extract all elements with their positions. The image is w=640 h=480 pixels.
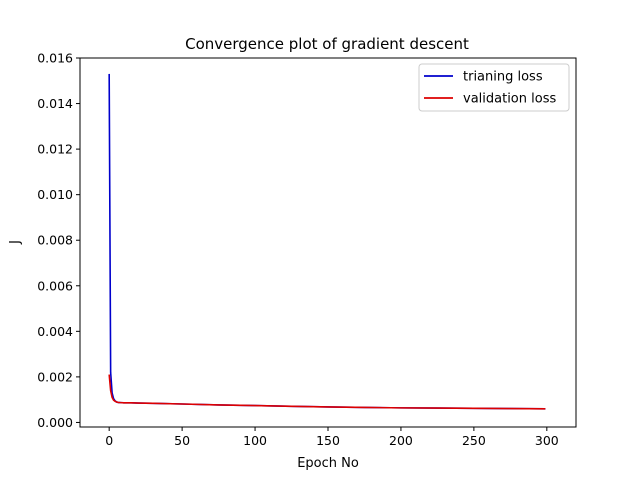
legend: trianing loss validation loss: [418, 63, 570, 112]
legend-label: validation loss: [463, 92, 556, 107]
y-axis-label: J: [8, 240, 23, 245]
plot-frame: [79, 57, 577, 428]
y-tick-label: 0.006: [37, 278, 73, 293]
x-axis-label: Epoch No: [297, 456, 359, 471]
x-tick-label: 200: [389, 433, 413, 448]
x-axis: 0 50 100 150 200 250 300: [105, 427, 559, 448]
x-tick-label: 300: [535, 433, 559, 448]
series-line-training-loss: [108, 73, 546, 410]
x-tick-label: 150: [316, 433, 340, 448]
y-tick-label: 0.008: [37, 233, 73, 248]
x-tick-label: 0: [105, 433, 113, 448]
y-tick-label: 0.002: [37, 369, 73, 384]
y-tick-label: 0.004: [37, 324, 73, 339]
legend-box: [418, 63, 570, 112]
y-tick-label: 0.000: [37, 415, 73, 430]
y-tick-label: 0.014: [37, 96, 73, 111]
series-layer: [108, 73, 546, 410]
y-tick-label: 0.012: [37, 142, 73, 157]
y-axis: 0.000 0.002 0.004 0.006 0.008 0.010 0.012 0.014…: [37, 51, 80, 430]
y-tick-label: 0.016: [37, 51, 73, 66]
x-tick-label: 50: [174, 433, 190, 448]
y-tick-label: 0.010: [37, 187, 73, 202]
legend-label: trianing loss: [463, 70, 543, 85]
x-tick-label: 250: [462, 433, 486, 448]
x-tick-label: 100: [243, 433, 267, 448]
chart-title: Convergence plot of gradient descent: [185, 35, 469, 53]
series-line-validation-loss: [108, 374, 546, 410]
